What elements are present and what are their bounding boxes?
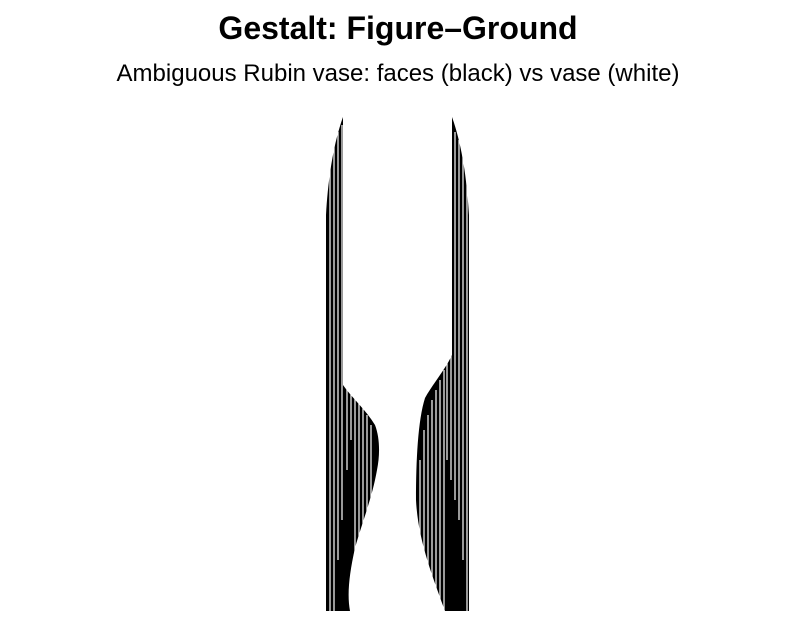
figure-title: Gestalt: Figure–Ground [218, 10, 578, 46]
right-face-silhouette [416, 117, 469, 611]
figure-subtitle: Ambiguous Rubin vase: faces (black) vs v… [116, 60, 680, 87]
left-face-silhouette [326, 117, 380, 611]
vertical-stripe-pattern [329, 115, 468, 611]
